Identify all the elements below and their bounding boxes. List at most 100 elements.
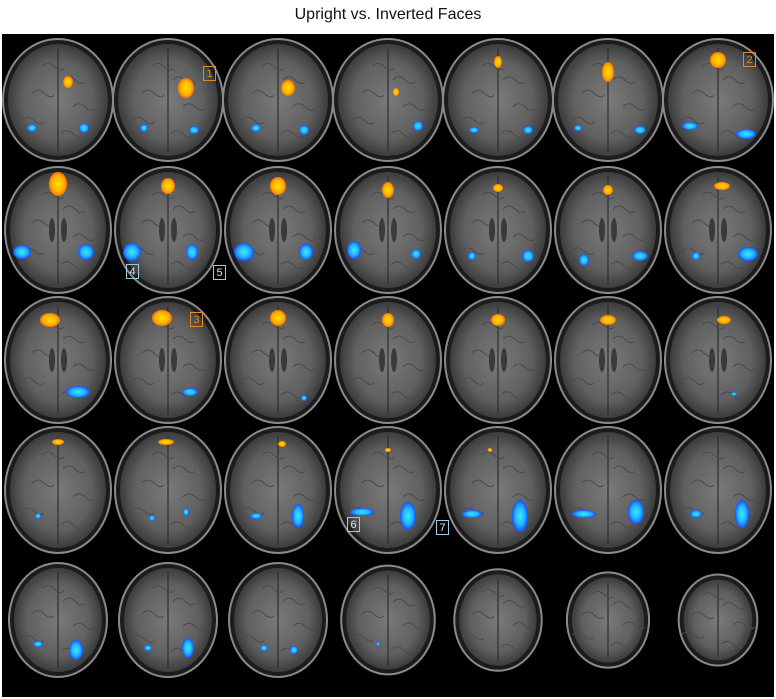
gyrus-texture — [182, 233, 206, 242]
activation-upright — [270, 310, 286, 326]
activation-inverted — [632, 251, 648, 261]
activation-inverted — [468, 252, 476, 260]
activation-upright — [52, 439, 64, 445]
activation-inverted — [66, 386, 90, 398]
gyrus-texture — [282, 597, 306, 606]
gyrus-texture — [172, 335, 196, 344]
gyrus-texture — [591, 451, 615, 460]
ventricle — [391, 348, 397, 372]
ventricle — [159, 218, 165, 242]
ventricle — [709, 218, 715, 242]
gyrus-texture — [60, 261, 84, 269]
activation-inverted — [69, 640, 83, 660]
gyrus-texture — [701, 191, 725, 200]
axial-slice — [112, 38, 224, 162]
activation-inverted — [301, 395, 307, 401]
gyrus-texture — [481, 62, 505, 71]
ventricle — [49, 218, 55, 242]
activation-inverted — [628, 500, 644, 524]
gyrus-texture — [392, 205, 416, 214]
activation-upright — [178, 78, 194, 98]
axial-slice — [8, 562, 108, 678]
ventricle — [721, 218, 727, 242]
gyrus-texture — [170, 521, 194, 529]
gyrus-texture — [62, 597, 86, 606]
gyrus-texture — [722, 205, 746, 214]
activation-inverted — [13, 245, 31, 259]
gyrus-texture — [141, 89, 165, 98]
gyrus-texture — [392, 465, 416, 474]
gyrus-texture — [280, 521, 304, 529]
region-label-2: 2 — [743, 52, 756, 67]
gyrus-texture — [31, 89, 55, 98]
gyrus-texture — [261, 62, 285, 71]
ventricle — [709, 348, 715, 372]
gyrus-texture — [681, 631, 705, 639]
gyrus-texture — [351, 116, 375, 125]
activation-inverted — [736, 129, 756, 139]
activation-inverted — [299, 244, 313, 260]
activation-inverted — [735, 500, 749, 528]
axial-slice — [552, 38, 664, 162]
activation-inverted — [634, 126, 646, 134]
gyrus-texture — [280, 130, 304, 138]
gyrus-texture — [72, 622, 96, 631]
region-label-7: 7 — [436, 520, 449, 535]
activation-inverted — [692, 252, 700, 260]
gyrus-texture — [282, 335, 306, 344]
gyrus-texture — [402, 622, 426, 631]
gyrus-texture — [131, 635, 155, 643]
gyrus-texture — [371, 451, 395, 460]
gyrus-texture — [502, 205, 526, 214]
gyrus-texture — [62, 335, 86, 344]
gyrus-texture — [172, 205, 196, 214]
activation-inverted — [78, 244, 94, 260]
activation-upright — [600, 315, 616, 325]
gyrus-texture — [681, 377, 705, 385]
ventricle — [501, 218, 507, 242]
activation-upright — [270, 177, 286, 195]
axial-slice — [228, 562, 328, 678]
gyrus-texture — [732, 493, 756, 502]
activation-inverted — [572, 510, 596, 518]
axial-slice — [565, 571, 651, 669]
activation-upright — [602, 62, 614, 82]
axial-slice — [224, 296, 332, 424]
ventricle — [269, 348, 275, 372]
gyrus-texture — [21, 377, 45, 385]
gyrus-texture — [241, 635, 265, 643]
gyrus-texture — [170, 391, 194, 399]
gyrus-texture — [182, 103, 206, 111]
gyrus-texture — [261, 451, 285, 460]
activation-inverted — [413, 121, 423, 131]
activation-inverted — [27, 124, 37, 132]
gyrus-texture — [512, 363, 536, 372]
gyrus-texture — [502, 465, 526, 474]
activation-upright — [382, 182, 394, 198]
activation-inverted — [186, 244, 198, 260]
gyrus-texture — [72, 363, 96, 372]
ventricle — [49, 348, 55, 372]
gyrus-texture — [591, 321, 615, 330]
gyrus-texture — [151, 62, 175, 71]
activation-inverted — [350, 508, 374, 516]
ventricle — [379, 218, 385, 242]
activation-upright — [393, 88, 399, 96]
activation-upright — [382, 313, 394, 327]
ventricle — [171, 348, 177, 372]
activation-upright — [278, 441, 286, 447]
activation-inverted — [260, 645, 268, 651]
gyrus-texture — [371, 62, 395, 71]
gyrus-texture — [481, 589, 505, 597]
activation-inverted — [522, 250, 534, 262]
activation-upright — [491, 314, 505, 326]
gyrus-texture — [141, 479, 165, 488]
activation-inverted — [182, 638, 194, 658]
axial-slice — [222, 38, 334, 162]
gyrus-texture — [141, 610, 165, 618]
ventricle — [159, 348, 165, 372]
gyrus-texture — [292, 103, 316, 111]
axial-slice — [2, 38, 114, 162]
gyrus-texture — [251, 479, 275, 488]
gyrus-texture — [502, 335, 526, 344]
